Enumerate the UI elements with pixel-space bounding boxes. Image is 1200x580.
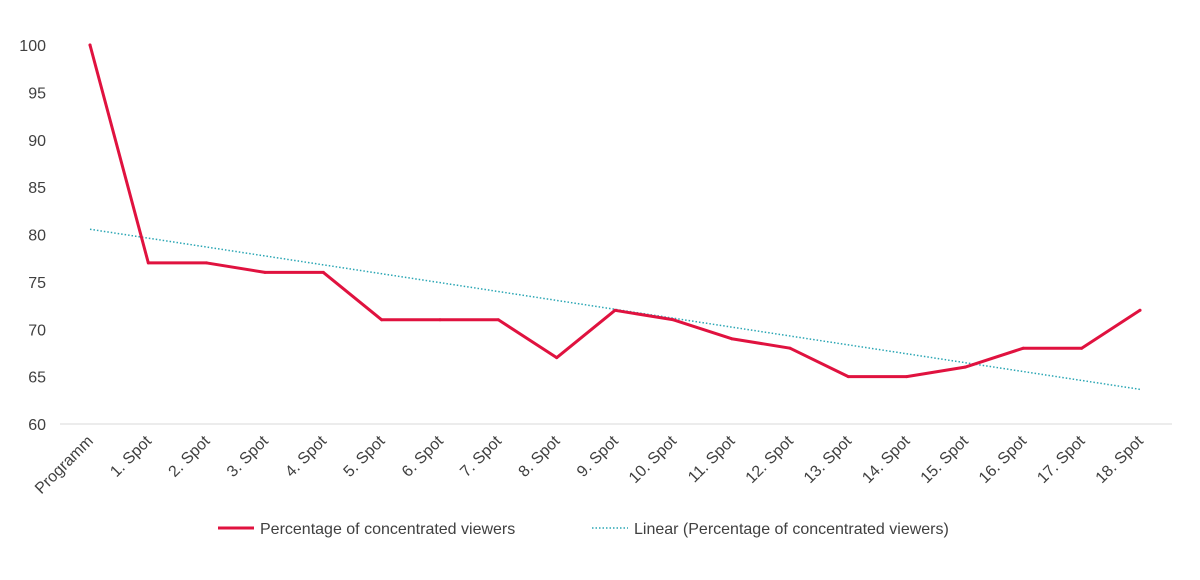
series-layer bbox=[88, 43, 1142, 379]
data-point-13 bbox=[846, 375, 850, 379]
data-point-11 bbox=[730, 337, 734, 341]
series-line bbox=[88, 43, 1142, 379]
x-tick-label-9: 9. Spot bbox=[574, 432, 622, 480]
y-tick-label-85: 85 bbox=[28, 180, 46, 197]
data-point-9 bbox=[613, 308, 617, 312]
x-tick-label-12: 12. Spot bbox=[743, 432, 798, 487]
x-tick-label-18: 18. Spot bbox=[1093, 432, 1148, 487]
data-point-18 bbox=[1138, 308, 1142, 312]
data-point-14 bbox=[905, 375, 909, 379]
x-tick-label-10: 10. Spot bbox=[626, 432, 681, 487]
x-tick-label-2: 2. Spot bbox=[166, 432, 214, 480]
legend-label-series: Percentage of concentrated viewers bbox=[260, 521, 515, 538]
data-point-8 bbox=[555, 356, 559, 360]
data-point-16 bbox=[1021, 346, 1025, 350]
y-tick-label-75: 75 bbox=[28, 275, 46, 292]
legend: Percentage of concentrated viewers Linea… bbox=[218, 521, 949, 538]
y-tick-label-65: 65 bbox=[28, 370, 46, 387]
x-tick-label-11: 11. Spot bbox=[685, 432, 739, 486]
x-axis-tick-labels: Programm 1. Spot 2. Spot 3. Spot 4. Spot 5. S… bbox=[32, 432, 1147, 497]
y-tick-label-90: 90 bbox=[28, 133, 46, 150]
data-point-2 bbox=[205, 261, 209, 265]
data-point-4 bbox=[321, 270, 325, 274]
data-point-15 bbox=[963, 365, 967, 369]
x-tick-label-5: 5. Spot bbox=[341, 432, 389, 480]
x-tick-label-4: 4. Spot bbox=[282, 432, 330, 480]
legend-item-series: Percentage of concentrated viewers bbox=[218, 521, 515, 538]
x-tick-label-15: 15. Spot bbox=[918, 432, 973, 487]
x-tick-label-16: 16. Spot bbox=[976, 432, 1031, 487]
x-tick-label-1: 1. Spot bbox=[107, 432, 155, 480]
data-point-7 bbox=[496, 318, 500, 322]
data-point-1 bbox=[146, 261, 150, 265]
y-tick-label-80: 80 bbox=[28, 228, 46, 245]
y-tick-label-60: 60 bbox=[28, 417, 46, 434]
data-point-5 bbox=[380, 318, 384, 322]
data-point-10 bbox=[671, 318, 675, 322]
legend-label-trendline: Linear (Percentage of concentrated viewe… bbox=[634, 521, 949, 538]
x-tick-label-6: 6. Spot bbox=[399, 432, 447, 480]
y-axis-tick-labels: 60 65 70 75 80 85 90 95 100 bbox=[19, 38, 46, 434]
y-tick-label-95: 95 bbox=[28, 85, 46, 102]
data-point-0 bbox=[88, 43, 92, 47]
x-tick-label-7: 7. Spot bbox=[457, 432, 505, 480]
y-tick-label-100: 100 bbox=[19, 38, 46, 55]
data-point-12 bbox=[788, 346, 792, 350]
x-tick-label-8: 8. Spot bbox=[516, 432, 564, 480]
x-tick-label-14: 14. Spot bbox=[859, 432, 914, 487]
x-tick-label-3: 3. Spot bbox=[224, 432, 272, 480]
y-tick-label-70: 70 bbox=[28, 322, 46, 339]
data-point-6 bbox=[438, 318, 442, 322]
x-tick-label-0: Programm bbox=[32, 433, 97, 498]
data-point-3 bbox=[263, 270, 267, 274]
data-point-17 bbox=[1080, 346, 1084, 350]
legend-item-trendline: Linear (Percentage of concentrated viewe… bbox=[592, 521, 949, 538]
x-tick-label-17: 17. Spot bbox=[1034, 432, 1089, 487]
x-tick-label-13: 13. Spot bbox=[801, 432, 856, 487]
